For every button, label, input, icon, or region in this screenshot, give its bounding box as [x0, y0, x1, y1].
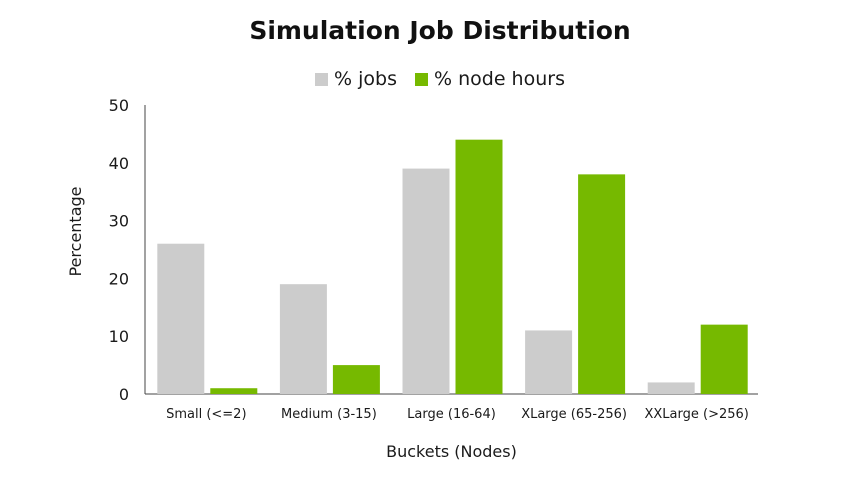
bar-jobs [279, 284, 327, 394]
bar-jobs [647, 382, 695, 394]
y-axis-label: Percentage [66, 186, 85, 276]
x-tick-label: XLarge (65-256) [521, 407, 627, 422]
legend-swatch-jobs [315, 72, 329, 86]
bar-jobs [157, 243, 205, 394]
y-tick-label: 40 [109, 154, 129, 173]
legend-swatch-node-hours [415, 72, 428, 86]
x-tick-label: Small (<=2) [166, 407, 246, 422]
y-tick-label: 10 [109, 327, 129, 346]
y-tick-label: 0 [119, 385, 129, 404]
bar-node-hours [700, 324, 748, 394]
chart-title: Simulation Job Distribution [249, 16, 631, 45]
bar-jobs [525, 330, 573, 394]
legend-label-node-hours: % node hours [434, 68, 565, 90]
y-tick-label: 50 [109, 96, 129, 115]
chart-legend: % jobs % node hours [0, 68, 853, 90]
bar-node-hours [455, 139, 503, 394]
y-tick-label: 20 [109, 269, 129, 288]
bar-jobs [402, 168, 450, 394]
bar-node-hours [210, 388, 258, 394]
x-axis-label: Buckets (Nodes) [386, 442, 517, 461]
bar-node-hours [332, 365, 380, 394]
y-tick-label: 30 [109, 212, 129, 231]
legend-label-jobs: % jobs [334, 68, 397, 90]
legend-item-node-hours: % node hours [415, 68, 565, 90]
x-tick-label: Large (16-64) [407, 407, 496, 422]
legend-item-jobs: % jobs [315, 68, 397, 90]
x-tick-label: XXLarge (>256) [645, 407, 749, 422]
x-tick-label: Medium (3-15) [281, 407, 377, 422]
bar-node-hours [578, 174, 626, 394]
